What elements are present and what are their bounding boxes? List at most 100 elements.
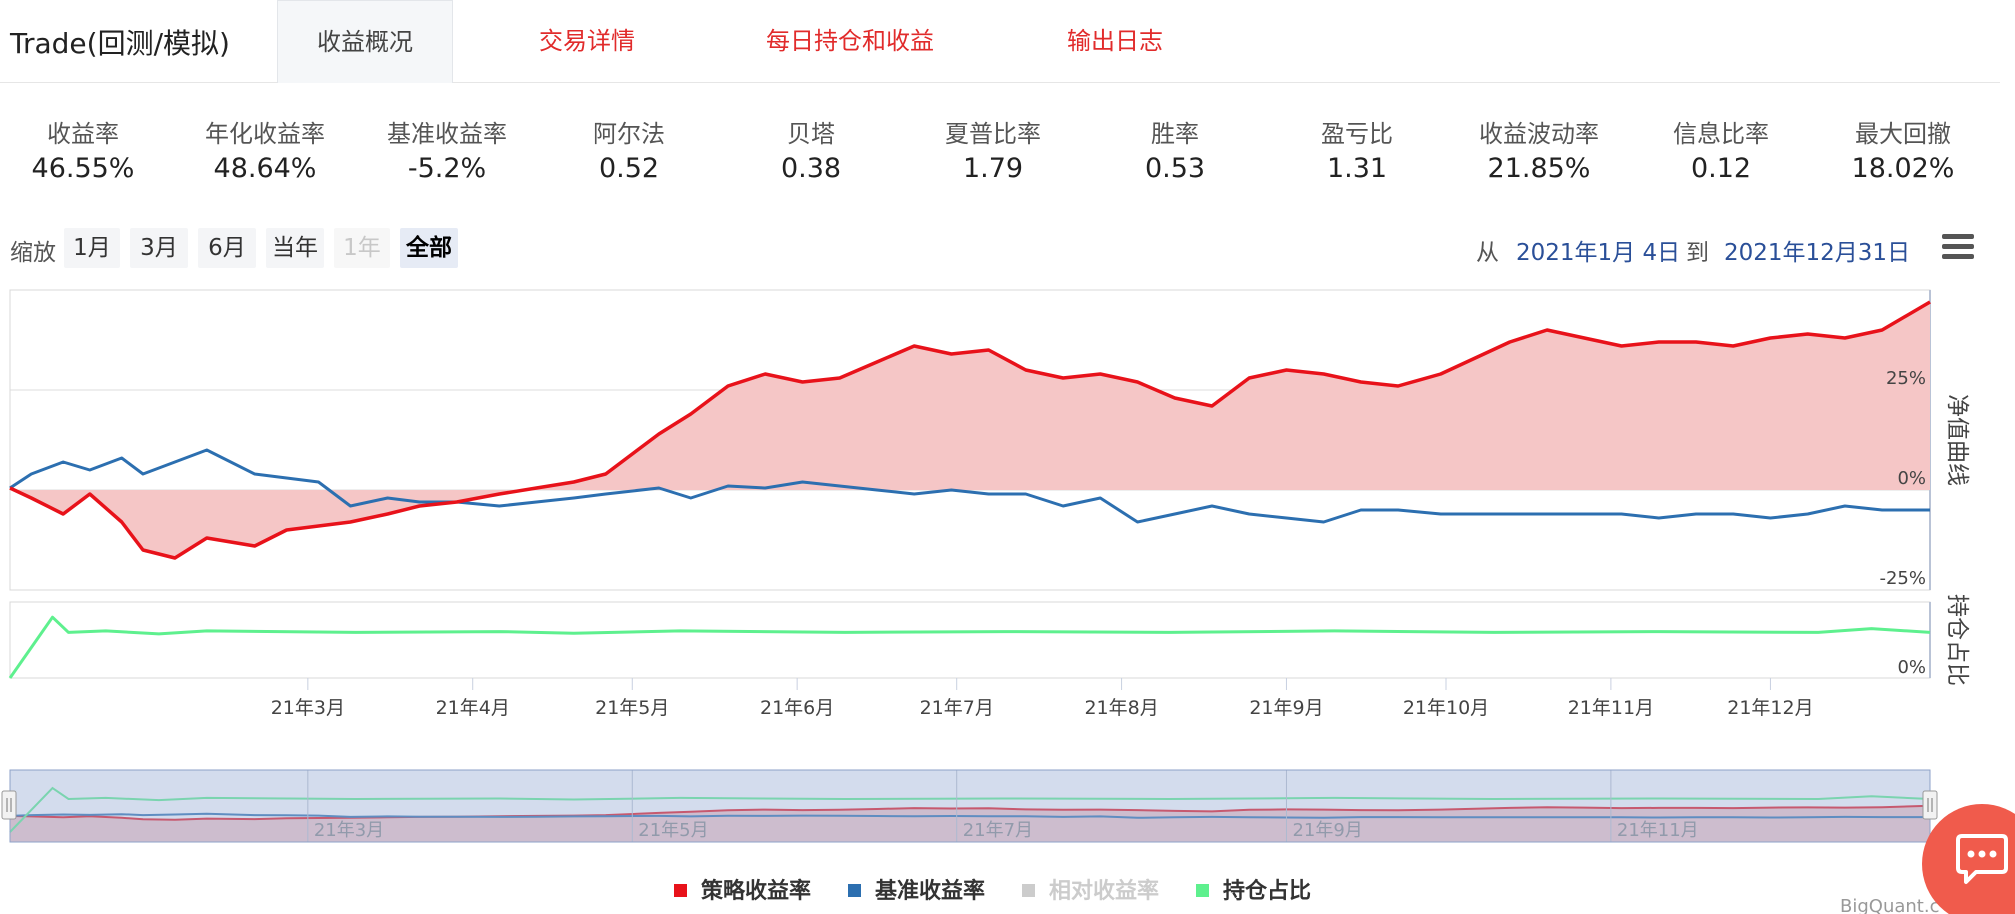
zoom-6m-button[interactable]: 6月 [198,228,256,268]
x-tick-label: 21年12月 [1727,697,1813,719]
x-tick-label: 21年7月 [920,697,994,719]
x-tick-label: 21年3月 [271,697,345,719]
navigator[interactable]: 21年3月 21年5月 21年7月 21年9月 21年11月 [1,769,1938,843]
chat-button[interactable] [1922,804,2015,914]
legend-item-strategy[interactable]: 策略收益率 [674,873,811,905]
stat-label: 胜率 [1151,120,1199,148]
zoom-label: 缩放 [10,240,56,266]
y-tick-label: 25% [1886,368,1926,389]
stat-label: 收益率 [47,120,119,148]
range-from-date[interactable]: 2021年1月 4日 [1516,240,1681,266]
navigator-position-line [9,786,1931,833]
legend-item-relative[interactable]: 相对收益率 [1022,873,1159,905]
range-from-label: 从 [1476,240,1499,266]
x-tick-label: 21年10月 [1403,697,1489,719]
tab-summary[interactable]: 收益概况 [277,0,453,83]
legend-item-benchmark[interactable]: 基准收益率 [848,873,985,905]
tab-daily-positions[interactable]: 每日持仓和收益 [766,27,934,55]
stat-annual-return: 年化收益率 48.64% [175,114,355,184]
stat-label: 最大回撤 [1855,120,1951,148]
stat-value: 46.55% [31,153,135,184]
navigator-tick-label: 21年11月 [1617,820,1699,841]
legend-swatch [674,884,687,897]
zoom-1y-button[interactable]: 1年 [334,228,390,268]
x-axis: 21年3月 21年4月 21年5月 21年6月 21年7月 21年8月 21年9月 21年10… [271,678,1814,719]
legend-swatch [848,884,861,897]
y-tick-label: 0% [1897,657,1926,678]
stat-value: 0.12 [1690,153,1752,184]
stat-sharpe: 夏普比率 1.79 [903,114,1083,184]
position-plot-area [9,601,1931,679]
stat-win-rate: 胜率 0.53 [1085,114,1265,184]
legend-item-position[interactable]: 持仓占比 [1196,873,1311,905]
legend-label: 策略收益率 [701,879,812,904]
strategy-series-line [9,300,1931,560]
x-tick-label: 21年8月 [1084,697,1158,719]
navigator-tick-label: 21年5月 [638,820,708,841]
x-tick-label: 21年11月 [1568,697,1654,719]
stat-label: 盈亏比 [1321,120,1393,148]
x-tick-label: 21年5月 [595,697,669,719]
tab-output-log[interactable]: 输出日志 [1067,27,1163,55]
stat-label: 信息比率 [1673,120,1769,148]
stat-profit-loss-ratio: 盈亏比 1.31 [1267,114,1447,184]
stat-value: -5.2% [407,153,487,184]
zoom-3m-button[interactable]: 3月 [130,228,188,268]
zoom-ytd-button[interactable]: 当年 [266,228,324,268]
y-tick-label: -25% [1879,568,1926,589]
stat-value: 1.79 [962,153,1024,184]
navigator-tick-label: 21年3月 [314,820,384,841]
tab-header: Trade(回测/模拟) 收益概况 交易详情 每日持仓和收益 输出日志 [0,0,2000,83]
position-series-line [8,615,1931,679]
navigator-right-handle[interactable] [1922,790,1938,820]
stat-value: 48.64% [213,153,317,184]
stat-value: 0.53 [1144,153,1206,184]
chart-credit[interactable]: BigQuant.c [1840,896,1940,914]
stat-max-drawdown: 最大回撤 18.02% [1813,114,1993,184]
benchmark-series-line [9,448,1930,524]
stat-value: 1.31 [1326,153,1388,184]
navigator-tick-label: 21年9月 [1292,820,1362,841]
stat-return: 收益率 46.55% [0,114,173,184]
x-tick-label: 21年6月 [760,697,834,719]
x-tick-label: 21年4月 [436,697,510,719]
position-panel: 0% 持仓占比 [8,594,1970,686]
zoom-1m-button[interactable]: 1月 [64,228,120,268]
stat-label: 收益波动率 [1479,120,1599,148]
navigator-tick-label: 21年7月 [963,820,1033,841]
navigator-left-handle[interactable] [1,790,17,820]
legend-label: 相对收益率 [1049,879,1160,904]
chat-bubble-icon [1956,834,2008,884]
legend-swatch [1196,884,1209,897]
stat-value: 0.38 [780,153,842,184]
navigator-ticks: 21年3月 21年5月 21年7月 21年9月 21年11月 [307,770,1699,842]
stat-label: 夏普比率 [945,120,1041,148]
navigator-selection-mask[interactable] [9,769,1931,843]
performance-chart: 25% 0% -25% 净值曲线 0% 持仓占比 21年3月 21年4月 21年5月… [1,289,1970,843]
hamburger-menu-icon[interactable] [1942,234,1974,262]
stat-value: 21.85% [1487,153,1591,184]
zoom-all-button[interactable]: 全部 [400,228,458,268]
legend-label: 持仓占比 [1223,879,1312,904]
legend-label: 基准收益率 [875,879,986,904]
range-to-date[interactable]: 2021年12月31日 [1724,240,1911,266]
stat-benchmark-return: 基准收益率 -5.2% [357,114,537,184]
legend-swatch [1022,884,1035,897]
range-to-label: 到 [1686,240,1709,266]
y-tick-label: 0% [1897,468,1926,489]
app-title: Trade(回测/模拟) [10,27,230,60]
tab-trade-details[interactable]: 交易详情 [539,27,635,55]
stat-beta: 贝塔 0.38 [721,114,901,184]
stat-information-ratio: 信息比率 0.12 [1631,114,1811,184]
main-panel: 25% 0% -25% 净值曲线 [9,289,1970,591]
stat-alpha: 阿尔法 0.52 [539,114,719,184]
stat-label: 年化收益率 [205,120,325,148]
main-axis-title: 净值曲线 [1944,394,1970,486]
stat-value: 0.52 [598,153,660,184]
navigator-strategy-fill [10,805,1930,842]
stat-value: 18.02% [1851,153,1955,184]
stat-volatility: 收益波动率 21.85% [1449,114,1629,184]
stat-label: 基准收益率 [387,120,507,148]
stat-label: 贝塔 [787,120,835,148]
x-tick-label: 21年9月 [1249,697,1323,719]
